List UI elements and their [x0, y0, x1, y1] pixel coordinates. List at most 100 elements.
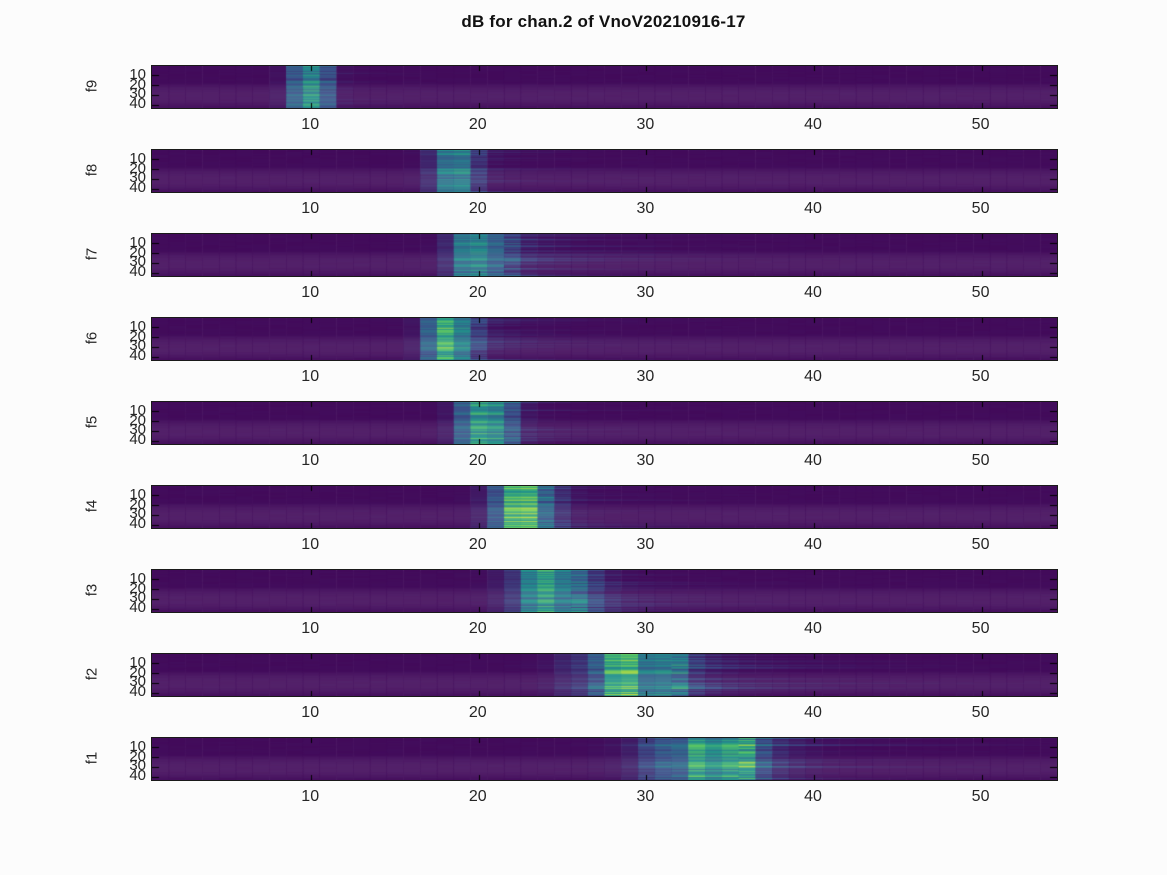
x-tick-label: 50	[971, 116, 990, 133]
y-tick-label: 40	[129, 263, 146, 281]
y-tick-label: 20	[129, 495, 146, 513]
y-tick-label: 20	[129, 327, 146, 345]
x-tick-label: 40	[804, 284, 822, 301]
x-tick-label: 50	[971, 368, 990, 385]
subplot-ylabel-f7: f7	[83, 247, 101, 261]
subplot-f2: f2 10 20 30 40 10 20 30 40 50	[84, 653, 1058, 721]
subplot-f8: f8 10 20 30 40 10 20 30 40 50	[84, 149, 1058, 217]
x-tick-label: 10	[301, 368, 320, 385]
y-tick-label: 20	[129, 411, 146, 429]
subplot-ylabel-f1: f1	[83, 751, 101, 765]
x-tick-label: 40	[804, 704, 822, 721]
x-tick-label: 20	[468, 284, 487, 301]
x-tick-label: 30	[636, 536, 655, 553]
x-tick-label: 50	[971, 284, 990, 301]
y-tick-label: 40	[129, 95, 146, 113]
x-tick-label: 50	[971, 536, 990, 553]
y-tick-label: 10	[129, 233, 146, 251]
x-tick-label: 20	[468, 536, 487, 553]
y-tick-label: 40	[129, 347, 146, 365]
x-tick-label: 10	[301, 452, 320, 469]
x-tick-label: 10	[301, 704, 320, 721]
x-tick-label: 50	[971, 620, 990, 637]
y-tick-label: 30	[129, 337, 146, 355]
subplot-ylabel-f9: f9	[83, 79, 101, 93]
x-tick-label: 20	[468, 368, 487, 385]
y-tick-label: 30	[129, 421, 146, 439]
subplot-f4: f4 10 20 30 40 10 20 30 40 50	[84, 485, 1058, 553]
x-tick-label: 40	[804, 116, 822, 133]
x-tick-label: 20	[468, 620, 487, 637]
x-tick-label: 20	[468, 788, 487, 805]
y-tick-label: 30	[129, 589, 146, 607]
heatmap-canvas-f8	[151, 149, 1058, 193]
x-tick-label: 10	[301, 536, 320, 553]
y-tick-label: 10	[129, 401, 146, 419]
subplot-ylabel-f3: f3	[83, 583, 101, 597]
y-tick-label: 40	[129, 683, 146, 701]
y-tick-label: 30	[129, 169, 146, 187]
y-tick-label: 20	[129, 663, 146, 681]
subplot-f6: f6 10 20 30 40 10 20 30 40 50	[84, 317, 1058, 385]
x-tick-label: 30	[636, 368, 655, 385]
subplot-f7: f7 10 20 30 40 10 20 30 40 50	[84, 233, 1058, 301]
y-tick-label: 40	[129, 767, 146, 785]
x-tick-label: 30	[636, 116, 655, 133]
subplot-f9: f9 10 20 30 40 10 20 30 40 50	[84, 65, 1058, 133]
y-tick-label: 20	[129, 579, 146, 597]
heatmap-canvas-f7	[151, 233, 1058, 277]
heatmap-canvas-f6	[151, 317, 1058, 361]
heatmap-canvas-f4	[151, 485, 1058, 529]
x-tick-label: 30	[636, 284, 655, 301]
subplot-ylabel-f2: f2	[83, 667, 101, 681]
x-tick-label: 20	[468, 200, 487, 217]
subplot-f1: f1 10 20 30 40 10 20 30 40 50	[84, 737, 1058, 805]
x-tick-label: 40	[804, 788, 822, 805]
x-tick-label: 20	[468, 452, 487, 469]
x-tick-label: 30	[636, 200, 655, 217]
x-tick-label: 10	[301, 620, 320, 637]
y-tick-label: 20	[129, 75, 146, 93]
x-tick-label: 30	[636, 704, 655, 721]
y-tick-label: 20	[129, 243, 146, 261]
heatmap-canvas-f2	[151, 653, 1058, 697]
x-tick-label: 40	[804, 368, 822, 385]
y-tick-label: 10	[129, 317, 146, 335]
x-tick-label: 30	[636, 452, 655, 469]
y-tick-label: 20	[129, 747, 146, 765]
x-tick-label: 50	[971, 200, 990, 217]
x-tick-label: 20	[468, 704, 487, 721]
heatmap-canvas-f5	[151, 401, 1058, 445]
y-tick-label: 30	[129, 253, 146, 271]
y-tick-label: 40	[129, 431, 146, 449]
chart-title: dB for chan.2 of VnoV20210916-17	[461, 12, 746, 31]
subplot-f5: f5 10 20 30 40 10 20 30 40 50	[84, 401, 1058, 469]
x-tick-label: 50	[971, 704, 990, 721]
subplot-f3: f3 10 20 30 40 10 20 30 40 50	[84, 569, 1058, 637]
y-tick-label: 40	[129, 515, 146, 533]
x-tick-label: 40	[804, 620, 822, 637]
y-tick-label: 30	[129, 85, 146, 103]
y-tick-label: 10	[129, 149, 146, 167]
x-tick-label: 50	[971, 788, 990, 805]
x-tick-label: 50	[971, 452, 990, 469]
y-tick-label: 30	[129, 757, 146, 775]
x-tick-label: 10	[301, 200, 320, 217]
x-tick-label: 30	[636, 620, 655, 637]
y-tick-label: 10	[129, 485, 146, 503]
y-tick-label: 10	[129, 569, 146, 587]
y-tick-label: 40	[129, 179, 146, 197]
y-tick-label: 20	[129, 159, 146, 177]
y-tick-label: 40	[129, 599, 146, 617]
x-tick-label: 40	[804, 200, 822, 217]
y-tick-label: 10	[129, 737, 146, 755]
heatmap-canvas-f9	[151, 65, 1058, 109]
subplot-ylabel-f4: f4	[83, 499, 101, 513]
y-tick-label: 30	[129, 505, 146, 523]
subplot-ylabel-f8: f8	[83, 163, 101, 177]
y-tick-label: 10	[129, 65, 146, 83]
subplot-ylabel-f5: f5	[83, 415, 101, 429]
x-tick-label: 30	[636, 788, 655, 805]
x-tick-label: 10	[301, 788, 320, 805]
